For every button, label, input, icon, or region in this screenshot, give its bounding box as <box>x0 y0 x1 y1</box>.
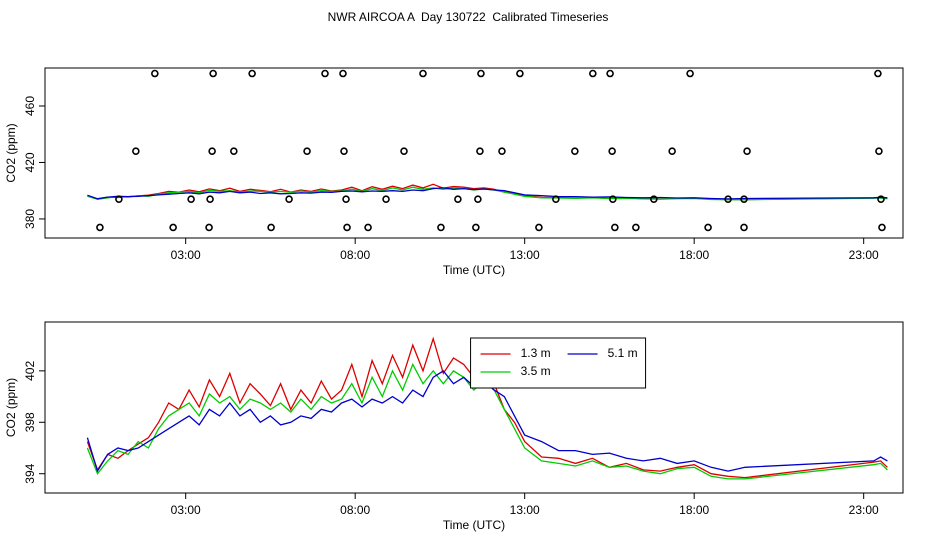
outlier-point <box>206 195 214 203</box>
outlier-point <box>400 147 408 155</box>
outlier-point <box>498 147 506 155</box>
outlier-point <box>668 147 676 155</box>
legend: 1.3 m 3.5 m 5.1 m <box>470 337 647 389</box>
x-tick-label: 18:00 <box>679 503 709 517</box>
y-axis-label: CO2 (ppm) <box>4 378 18 437</box>
series-line <box>87 187 888 200</box>
outlier-point <box>208 147 216 155</box>
outlier-point <box>285 195 293 203</box>
y-tick-label: 394 <box>23 463 37 483</box>
outlier-point <box>571 147 579 155</box>
outlier-point <box>230 147 238 155</box>
y-tick-label: 420 <box>23 152 37 172</box>
x-axis-label: Time (UTC) <box>443 518 505 532</box>
outlier-point <box>209 69 217 78</box>
x-tick-label: 13:00 <box>510 503 540 517</box>
chart-title: NWR AIRCOA A Day 130722 Calibrated Times… <box>328 10 609 24</box>
outlier-point <box>535 223 543 232</box>
outlier-point <box>878 223 886 232</box>
y-axis-label: CO2 (ppm) <box>4 123 18 182</box>
x-axis-label: Time (UTC) <box>443 263 505 277</box>
outlier-point <box>115 195 123 203</box>
outlier-point <box>340 147 348 155</box>
x-tick-label: 08:00 <box>340 503 370 517</box>
y-tick-label: 402 <box>23 361 37 381</box>
outlier-point <box>877 195 885 203</box>
outlier-point <box>650 195 658 203</box>
series-line <box>86 370 888 473</box>
outlier-point <box>611 223 619 232</box>
outlier-point <box>516 69 524 78</box>
x-tick-label: 23:00 <box>849 503 879 517</box>
outlier-point <box>454 195 462 203</box>
outlier-point <box>267 223 275 232</box>
outlier-point <box>321 69 329 78</box>
outlier-point <box>343 223 351 232</box>
outlier-point <box>151 69 159 78</box>
outlier-point <box>339 69 347 78</box>
y-tick-label: 398 <box>23 412 37 432</box>
outlier-point <box>303 147 311 155</box>
outlier-point <box>874 69 882 78</box>
x-tick-label: 23:00 <box>849 248 879 262</box>
outlier-point <box>474 195 482 203</box>
outlier-point <box>205 223 213 232</box>
outlier-point <box>472 223 480 232</box>
x-tick-label: 13:00 <box>510 248 540 262</box>
plot-frame <box>44 321 904 494</box>
outlier-point <box>740 223 748 232</box>
series-line <box>86 362 888 480</box>
outlier-point <box>187 195 195 203</box>
outlier-point <box>169 223 177 232</box>
x-tick-label: 08:00 <box>340 248 370 262</box>
outlier-point <box>609 195 617 203</box>
outlier-point <box>364 223 372 232</box>
outlier-point <box>132 147 140 155</box>
outlier-point <box>743 147 751 155</box>
series-line <box>86 336 888 479</box>
outlier-point <box>552 195 560 203</box>
series-line <box>87 186 888 201</box>
outlier-point <box>96 223 104 232</box>
x-tick-label: 03:00 <box>171 503 201 517</box>
outlier-point <box>704 223 712 232</box>
outlier-point <box>724 195 732 203</box>
outlier-point <box>686 69 694 78</box>
x-tick-label: 03:00 <box>171 248 201 262</box>
outlier-point <box>477 69 485 78</box>
outlier-point <box>248 69 256 78</box>
legend-box <box>470 337 647 389</box>
outlier-point <box>875 147 883 155</box>
legend-label: 1.3 m <box>521 346 551 360</box>
outlier-point <box>589 69 597 78</box>
x-tick-label: 18:00 <box>679 248 709 262</box>
outlier-point <box>606 69 614 78</box>
outlier-point <box>382 195 390 203</box>
y-tick-label: 460 <box>23 96 37 116</box>
outlier-point <box>740 195 748 203</box>
outlier-point <box>437 223 445 232</box>
outlier-point <box>342 195 350 203</box>
outlier-point <box>476 147 484 155</box>
y-tick-label: 380 <box>23 209 37 229</box>
outlier-point <box>419 69 427 78</box>
outlier-point <box>632 223 640 232</box>
legend-label: 3.5 m <box>521 364 551 378</box>
legend-label: 5.1 m <box>608 346 638 360</box>
plot-frame <box>44 67 904 239</box>
outlier-point <box>608 147 616 155</box>
